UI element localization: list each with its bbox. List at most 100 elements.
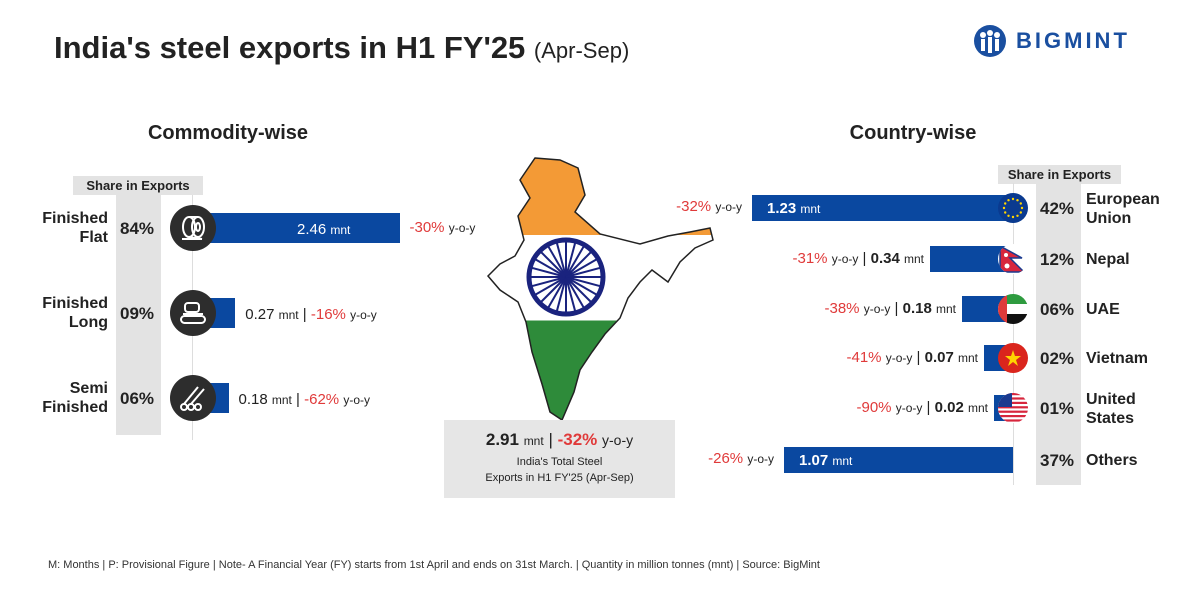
yoy-unit: y-o-y [885, 351, 913, 365]
total-exports-box: 2.91 mnt | -32% y-o-y India's Total Stee… [444, 420, 675, 498]
country-label: Nepal [1086, 250, 1130, 269]
value: 0.27 [245, 306, 275, 323]
total-unit: mnt [523, 434, 544, 448]
steel-coil-icon [170, 205, 216, 251]
total-caption-2: Exports in H1 FY'25 (Apr-Sep) [485, 472, 634, 484]
yoy-unit: y-o-y [747, 452, 774, 466]
yoy-value: -16% [310, 306, 346, 323]
unit: mnt [903, 252, 924, 266]
label-line-2: Long [68, 314, 108, 331]
unit: mnt [330, 223, 351, 237]
yoy-value: -38% [824, 300, 860, 317]
unit: mnt [271, 393, 292, 407]
chakra-spoke [565, 251, 592, 278]
chakra-spoke [565, 242, 577, 278]
bar-value-label: -41% y-o-y | 0.07 mnt [846, 349, 979, 366]
unit: mnt [935, 302, 956, 316]
value: 0.34 [870, 250, 900, 267]
label-line-2: Union [1086, 210, 1132, 227]
unit: mnt [967, 401, 988, 415]
title-period: (Apr-Sep) [533, 38, 630, 63]
bar-value-label: -31% y-o-y | 0.34 mnt [792, 250, 925, 267]
chakra-spoke [555, 242, 567, 278]
yoy-label: -32% y-o-y [542, 198, 742, 215]
bar-value-label: 0.18 mnt | -62% y-o-y [238, 391, 371, 408]
brand-logo: BIGMINT [972, 24, 1130, 58]
chakra-spoke [565, 266, 601, 278]
label-line-1: Vietnam [1086, 350, 1148, 367]
total-value-line: 2.91 mnt | -32% y-o-y [444, 430, 675, 450]
yoy-value: -30% [409, 219, 445, 236]
yoy-unit: y-o-y [863, 302, 891, 316]
label-line-1: Finished [42, 295, 108, 312]
commodity-share-column [116, 195, 161, 435]
chakra-spoke [540, 276, 567, 303]
bigmint-logo-icon [974, 25, 1006, 57]
share-value: 12% [1040, 250, 1075, 269]
commodity-label: Finished Long [20, 294, 108, 332]
country-bar [784, 447, 1013, 473]
yoy-value: -32% [676, 198, 712, 215]
label-line-1: Nepal [1086, 251, 1130, 268]
share-value: 01% [1040, 399, 1075, 418]
chakra-spoke [565, 276, 592, 303]
chakra-spoke [531, 266, 567, 278]
label-line-1: Semi [69, 380, 108, 397]
country-heading: Country-wise [849, 122, 977, 144]
axis-line [1013, 183, 1014, 485]
chakra-spoke [565, 258, 597, 278]
value: 0.18 [902, 300, 932, 317]
ashoka-chakra-icon [526, 237, 606, 317]
bar-value-label: -38% y-o-y | 0.18 mnt [824, 300, 957, 317]
yoy-unit: y-o-y [895, 401, 923, 415]
share-value: 06% [120, 389, 155, 408]
label-line-2: States [1086, 410, 1135, 427]
brand-name: BIGMINT [1016, 28, 1130, 53]
long-steel-conveyor-icon [170, 290, 216, 336]
label-line-1: Others [1086, 452, 1138, 469]
eu-flag-icon [998, 193, 1028, 223]
commodity-label: Semi Finished [20, 379, 108, 417]
commodity-label: Finished Flat [20, 209, 108, 247]
value: 2.46 [297, 221, 327, 238]
total-value: 2.91 [485, 430, 519, 449]
yoy-value: -26% [708, 450, 744, 467]
commodity-bar [193, 213, 400, 243]
commodity-heading: Commodity-wise [147, 122, 309, 144]
total-yoy: -32% [557, 430, 598, 449]
share-value: 06% [1040, 300, 1075, 319]
value: 1.23 [767, 200, 797, 217]
bar-value-label: 1.07 mnt [799, 452, 852, 469]
chakra-spoke [565, 246, 585, 278]
label-line-2: Finished [42, 399, 108, 416]
separator: | [548, 430, 553, 449]
yoy-unit: y-o-y [350, 308, 377, 322]
total-yoy-unit: y-o-y [602, 432, 634, 448]
uae-flag-icon [998, 294, 1028, 324]
total-caption-1: India's Total Steel [516, 456, 603, 468]
country-label: United States [1086, 390, 1136, 428]
share-value: 84% [120, 219, 155, 238]
chakra-spoke [535, 276, 567, 296]
share-value: 37% [1040, 451, 1075, 470]
bar-value-label: -90% y-o-y | 0.02 mnt [856, 399, 989, 416]
country-share-header: Share in Exports [998, 165, 1121, 184]
yoy-value: -90% [856, 399, 892, 416]
commodity-share-header: Share in Exports [73, 176, 203, 195]
us-flag-icon [998, 393, 1028, 423]
chakra-spoke [565, 276, 597, 296]
value: 0.18 [238, 391, 268, 408]
chakra-spoke [531, 276, 567, 288]
india-map [486, 157, 714, 422]
title-text: India's steel exports in H1 FY'25 [54, 30, 526, 65]
chakra-spoke [547, 246, 567, 278]
chakra-spoke [555, 276, 567, 312]
bar-value-label: 2.46 mnt [297, 221, 350, 238]
value: 1.07 [799, 452, 829, 469]
footer-note: M: Months | P: Provisional Figure | Note… [48, 559, 820, 571]
chakra-spoke [540, 251, 567, 278]
chakra-spoke [565, 276, 601, 288]
share-value: 09% [120, 304, 155, 323]
page-title: India's steel exports in H1 FY'25 (Apr-S… [54, 30, 629, 66]
nepal-flag-icon [998, 244, 1028, 274]
